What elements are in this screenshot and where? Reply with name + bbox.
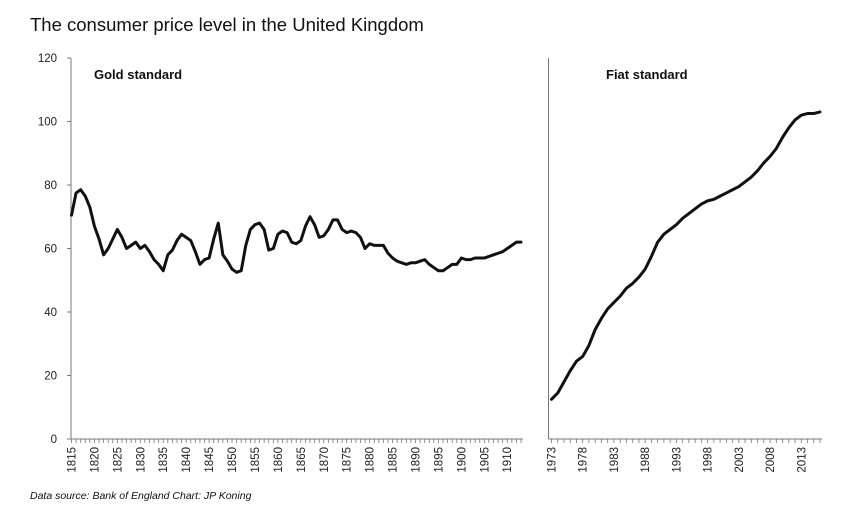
y-tick-label: 80: [44, 180, 57, 192]
y-tick-label: 40: [44, 307, 57, 319]
x-tick-label: 2013: [796, 447, 808, 473]
x-tick-label: 1993: [671, 447, 683, 473]
x-tick-label: 1978: [578, 447, 590, 473]
gold-standard-panel: 1815 1820 1825 1830 1835 1840 1845 1850 1855 1860…: [67, 67, 523, 473]
series-line: [550, 110, 822, 401]
x-tick-label: 1840: [181, 447, 193, 473]
x-tick-label: 1905: [479, 447, 491, 473]
chart-title: The consumer price level in the United K…: [30, 14, 424, 35]
x-tick-label: 1880: [365, 447, 377, 473]
y-tick-label: 120: [38, 53, 57, 65]
x-tick-label: 1983: [609, 447, 621, 473]
x-tick-label: 1815: [67, 447, 79, 473]
x-tick-label: 1830: [135, 447, 147, 473]
series-line: [70, 188, 523, 274]
x-tick-label: 1910: [502, 447, 514, 473]
x-tick-label: 1820: [89, 447, 101, 473]
y-tick-label: 100: [38, 117, 57, 129]
panel-label: Gold standard: [94, 67, 182, 82]
x-tick-label: 1900: [456, 447, 468, 473]
x-tick-label: 1835: [158, 447, 170, 473]
x-tick-label: 1895: [433, 447, 445, 473]
x-tick-label: 1885: [388, 447, 400, 473]
y-tick-label: 0: [51, 434, 57, 446]
x-tick-label: 1845: [204, 447, 216, 473]
x-tick-label: 1988: [640, 447, 652, 473]
chart-axes: [67, 57, 549, 440]
x-tick-label: 1973: [547, 447, 559, 473]
y-tick-label: 60: [44, 244, 57, 256]
x-tick-label: 1998: [703, 447, 715, 473]
x-tick-label: 1870: [319, 447, 331, 473]
y-axis-tick-labels: 0 20 40 60 80 100 120: [38, 53, 57, 446]
x-tick-label: 1865: [296, 447, 308, 473]
y-tick-label: 20: [44, 371, 57, 383]
x-tick-label: 1875: [342, 447, 354, 473]
x-tick-label: 1890: [411, 447, 423, 473]
data-source-note: Data source: Bank of England Chart: JP K…: [30, 490, 252, 502]
x-tick-label: 1850: [227, 447, 239, 473]
panel-label: Fiat standard: [606, 67, 688, 82]
x-tick-label: 1855: [250, 447, 262, 473]
x-tick-label: 2008: [765, 447, 777, 473]
x-tick-label: 1860: [273, 447, 285, 473]
fiat-standard-panel: 1973 1978 1983 1988 1993 1998 2003 2008 2013 Fiat…: [547, 67, 822, 473]
x-tick-label: 2003: [734, 447, 746, 473]
x-tick-label: 1825: [112, 447, 124, 473]
